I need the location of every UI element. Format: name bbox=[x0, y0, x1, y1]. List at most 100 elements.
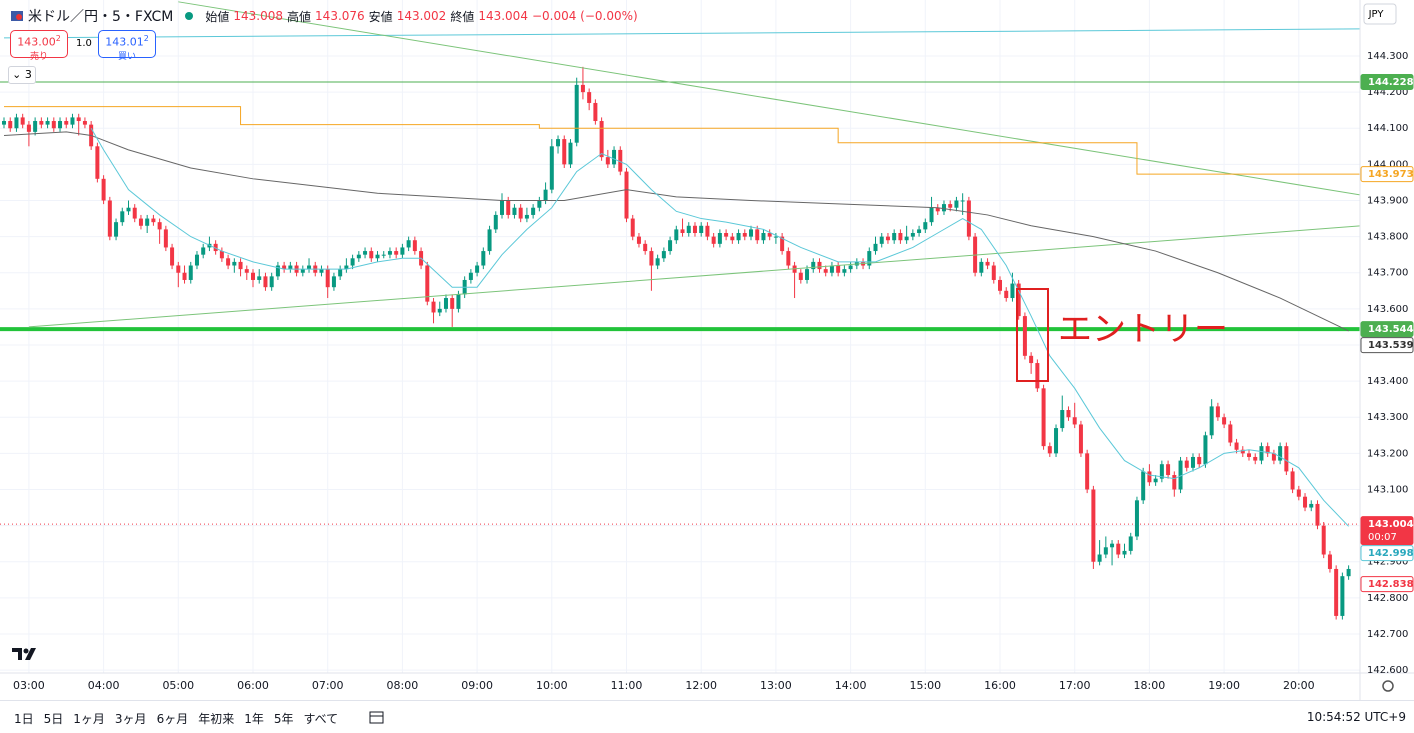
x-tick-label: 18:00 bbox=[1134, 679, 1166, 692]
candle-body bbox=[1166, 464, 1171, 476]
candle-body bbox=[904, 236, 909, 241]
candle-body bbox=[2, 121, 7, 125]
currency: JPY bbox=[1368, 9, 1385, 20]
candle-body bbox=[917, 229, 922, 234]
candle-body bbox=[1172, 475, 1177, 490]
candle-body bbox=[151, 218, 156, 223]
buy-button[interactable]: 143.012 買い bbox=[98, 30, 156, 62]
candle-body bbox=[948, 204, 953, 208]
candle-body bbox=[1290, 471, 1295, 490]
range-button[interactable]: すべて bbox=[303, 712, 339, 726]
indicator-toggle[interactable]: ⌄ 3 bbox=[8, 66, 36, 84]
candle-body bbox=[636, 236, 641, 244]
price-marker bbox=[1360, 545, 1414, 562]
y-tick-label: 142.700 bbox=[1367, 629, 1408, 640]
candle-body bbox=[929, 207, 934, 223]
candle-body bbox=[624, 171, 629, 219]
candle-body bbox=[1054, 428, 1059, 454]
candle-body bbox=[1259, 446, 1264, 461]
y-tick-label: 144.300 bbox=[1367, 51, 1408, 62]
candle-body bbox=[630, 218, 635, 237]
candle-body bbox=[487, 229, 492, 252]
candle-body bbox=[991, 265, 996, 280]
candle-body bbox=[194, 254, 199, 266]
candle-body bbox=[95, 146, 100, 179]
buy-label: 買い bbox=[117, 51, 136, 62]
candle-body bbox=[580, 84, 585, 93]
candle-body bbox=[76, 117, 81, 122]
candle-body bbox=[51, 121, 56, 129]
candle-body bbox=[749, 229, 754, 237]
sell-pip: 2 bbox=[55, 34, 61, 43]
y-tick-label: 142.900 bbox=[1367, 557, 1408, 568]
y-tick-label: 143.200 bbox=[1367, 448, 1408, 459]
range-button[interactable]: 1ヶ月 bbox=[73, 712, 105, 726]
candle-body bbox=[325, 269, 330, 288]
sell-price: 143.00 bbox=[17, 35, 56, 49]
candle-body bbox=[1141, 471, 1146, 501]
candle-body bbox=[307, 265, 312, 270]
candle-body bbox=[960, 200, 965, 202]
range-button[interactable]: 1年 bbox=[244, 712, 264, 726]
candle-body bbox=[163, 229, 168, 248]
indicator-line bbox=[90, 127, 1349, 527]
price-marker-label: 142.838 bbox=[1368, 579, 1414, 590]
footer: 1日 5日 1ヶ月 3ヶ月 6ヶ月 年初来 1年 5年 すべて 10:54:52 UTC+9 bbox=[0, 700, 1414, 733]
value: 143.002 bbox=[396, 9, 447, 23]
candle-body bbox=[1296, 489, 1301, 497]
candle-body bbox=[1215, 406, 1220, 418]
annotation: エントリー bbox=[1058, 310, 1228, 350]
candle-body bbox=[387, 251, 392, 255]
candle-body bbox=[381, 254, 386, 256]
settings-icon[interactable] bbox=[1382, 680, 1394, 692]
range-button[interactable]: 5年 bbox=[273, 712, 294, 726]
candle-body bbox=[400, 247, 405, 255]
range-button[interactable]: 3ヶ月 bbox=[114, 712, 147, 726]
range-button[interactable]: 年初来 bbox=[198, 712, 235, 726]
candle-body bbox=[923, 222, 928, 230]
candle-body bbox=[331, 276, 336, 288]
range-button[interactable]: 5日 bbox=[43, 712, 64, 726]
candle-body bbox=[1010, 283, 1015, 299]
candle-body bbox=[1222, 417, 1227, 425]
indicator-line bbox=[3, 131, 1349, 332]
label: 始値 bbox=[205, 9, 230, 24]
candle-body bbox=[157, 222, 162, 230]
candle-body bbox=[1315, 503, 1320, 526]
candle-body bbox=[1184, 460, 1189, 468]
calendar-icon[interactable] bbox=[368, 708, 386, 726]
range-button[interactable]: 1日 bbox=[14, 712, 34, 726]
candle-body bbox=[1178, 460, 1183, 490]
candle-body bbox=[661, 251, 666, 259]
candle-body bbox=[238, 261, 243, 270]
sell-button[interactable]: 143.002 売り bbox=[10, 30, 68, 62]
candle-body bbox=[1110, 543, 1115, 548]
candle-body bbox=[1247, 453, 1252, 457]
indicator-line bbox=[4, 106, 1360, 175]
range-button[interactable]: 6ヶ月 bbox=[156, 712, 189, 726]
label: 高値 bbox=[287, 9, 312, 24]
candle-body bbox=[506, 200, 511, 215]
candle-body bbox=[282, 265, 287, 270]
candle-body bbox=[941, 204, 946, 212]
spread: 1.0 bbox=[76, 38, 92, 49]
candle-body bbox=[599, 121, 604, 158]
status-dot bbox=[185, 12, 194, 20]
candle-body bbox=[338, 269, 343, 277]
candle-body bbox=[1047, 446, 1052, 454]
price-marker bbox=[1360, 74, 1414, 91]
currency-box[interactable] bbox=[1363, 3, 1397, 25]
candle-body bbox=[705, 225, 710, 237]
x-tick-label: 05:00 bbox=[162, 679, 194, 692]
candle-body bbox=[1122, 550, 1127, 555]
candle-body bbox=[1159, 464, 1164, 479]
entry-box bbox=[1016, 288, 1049, 382]
price-marker bbox=[1360, 166, 1414, 183]
candle-body bbox=[954, 200, 959, 208]
candle-body bbox=[612, 149, 617, 165]
candle-body bbox=[219, 251, 224, 259]
candle-body bbox=[1271, 453, 1276, 461]
candle-body bbox=[1078, 424, 1083, 454]
y-tick-label: 143.600 bbox=[1367, 304, 1408, 315]
candle-body bbox=[1041, 388, 1046, 447]
